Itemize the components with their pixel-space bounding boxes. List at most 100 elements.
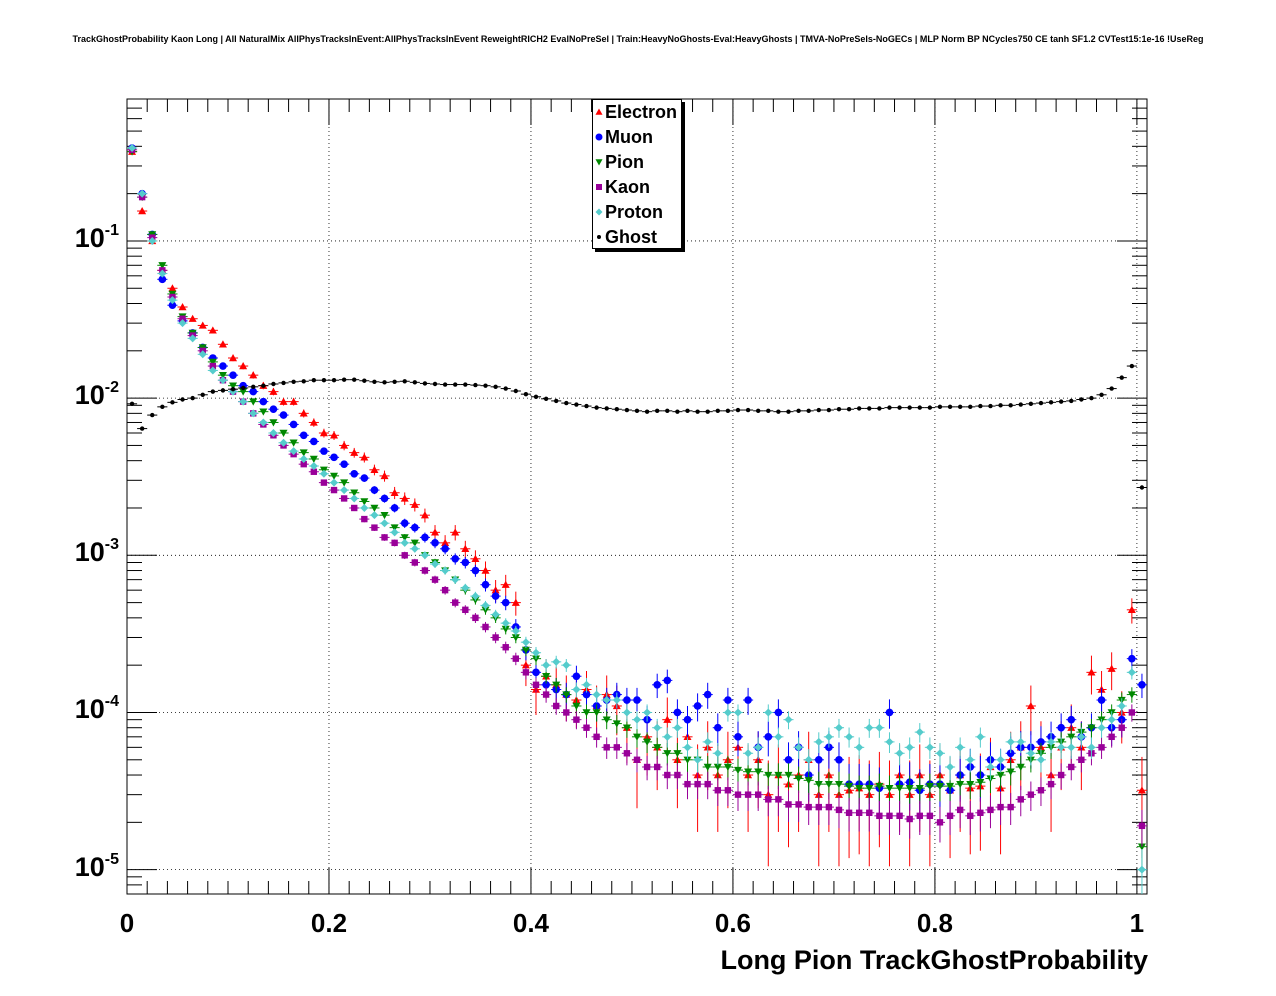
data-point	[170, 400, 175, 405]
data-point	[208, 366, 217, 375]
data-point	[956, 806, 964, 814]
data-point	[825, 803, 833, 811]
data-point	[815, 803, 822, 811]
data-point	[208, 358, 217, 366]
data-point	[643, 763, 651, 771]
data-point	[501, 580, 510, 588]
data-point	[754, 768, 763, 776]
data-point	[845, 782, 854, 791]
data-point	[784, 771, 793, 780]
data-point	[432, 381, 438, 387]
data-point	[654, 408, 660, 414]
y-tick-exponent: -2	[104, 379, 119, 397]
data-point	[1037, 738, 1045, 746]
data-point	[178, 319, 187, 328]
data-point	[1138, 680, 1146, 689]
data-point	[168, 296, 177, 305]
data-point	[180, 397, 185, 402]
data-point	[481, 566, 490, 574]
data-point	[473, 382, 478, 388]
data-point	[988, 403, 993, 409]
data-point	[855, 809, 863, 816]
data-point	[996, 755, 1005, 764]
y-tick-exponent: -5	[104, 850, 119, 868]
data-point	[614, 407, 620, 412]
data-point	[968, 404, 973, 410]
data-point	[936, 819, 944, 826]
data-point	[643, 708, 652, 717]
data-point	[542, 680, 550, 689]
data-point	[148, 236, 157, 245]
data-point	[340, 460, 348, 468]
data-point	[301, 379, 306, 384]
data-point	[875, 782, 884, 791]
data-point	[289, 420, 298, 429]
data-point	[845, 732, 854, 741]
x-tick-label: 0.4	[512, 908, 550, 938]
data-point	[251, 384, 256, 390]
data-point	[603, 744, 610, 751]
data-point	[380, 471, 389, 480]
data-point	[128, 144, 137, 153]
data-point	[168, 284, 177, 292]
data-point	[643, 738, 652, 746]
data-point	[956, 780, 965, 789]
legend-item-pion: Pion	[593, 150, 681, 175]
data-point	[452, 599, 459, 606]
data-point	[1128, 654, 1136, 663]
data-point	[532, 648, 541, 657]
data-point	[673, 708, 682, 717]
data-point	[623, 750, 631, 757]
data-point	[208, 326, 217, 334]
data-point	[463, 382, 468, 387]
data-point	[1027, 791, 1035, 798]
data-point	[834, 780, 843, 789]
data-point	[370, 465, 379, 473]
data-point	[401, 552, 408, 559]
data-point	[562, 661, 571, 670]
data-point	[451, 555, 460, 563]
data-point	[644, 409, 650, 414]
data-point	[269, 428, 278, 437]
legend-item-kaon: Kaon	[593, 175, 681, 200]
data-point	[472, 614, 479, 622]
legend: Electron Muon Pion Kaon Proton Ghost	[592, 99, 682, 249]
y-tick-base: 10	[74, 222, 105, 253]
data-point	[511, 626, 520, 635]
data-point	[1109, 386, 1114, 391]
data-point	[1057, 743, 1066, 752]
data-point	[552, 681, 561, 689]
data-point	[402, 379, 407, 384]
data-point	[249, 371, 258, 379]
data-point	[198, 350, 207, 359]
data-point	[866, 809, 873, 816]
data-point	[453, 382, 458, 387]
data-point	[1067, 733, 1076, 741]
data-point	[776, 409, 781, 414]
data-point	[230, 386, 236, 392]
data-point	[1017, 796, 1024, 803]
data-point	[390, 528, 399, 537]
data-point	[239, 388, 248, 396]
data-point	[1138, 822, 1146, 830]
data-point	[623, 696, 631, 704]
data-point	[1007, 803, 1014, 811]
data-point	[483, 383, 488, 388]
data-point	[481, 580, 490, 589]
data-point	[360, 503, 369, 512]
data-point	[865, 723, 874, 732]
data-point	[320, 447, 328, 455]
data-point	[774, 771, 783, 780]
data-point	[532, 655, 541, 663]
data-point	[563, 709, 570, 716]
data-point	[229, 353, 238, 362]
data-point	[834, 723, 843, 732]
y-tick-label: 10-4	[39, 694, 119, 725]
data-point	[1079, 397, 1084, 402]
data-point	[583, 724, 590, 731]
data-point	[976, 779, 985, 787]
data-point	[1006, 749, 1015, 758]
data-point	[785, 801, 792, 808]
data-point	[220, 388, 226, 393]
data-point	[744, 768, 753, 776]
